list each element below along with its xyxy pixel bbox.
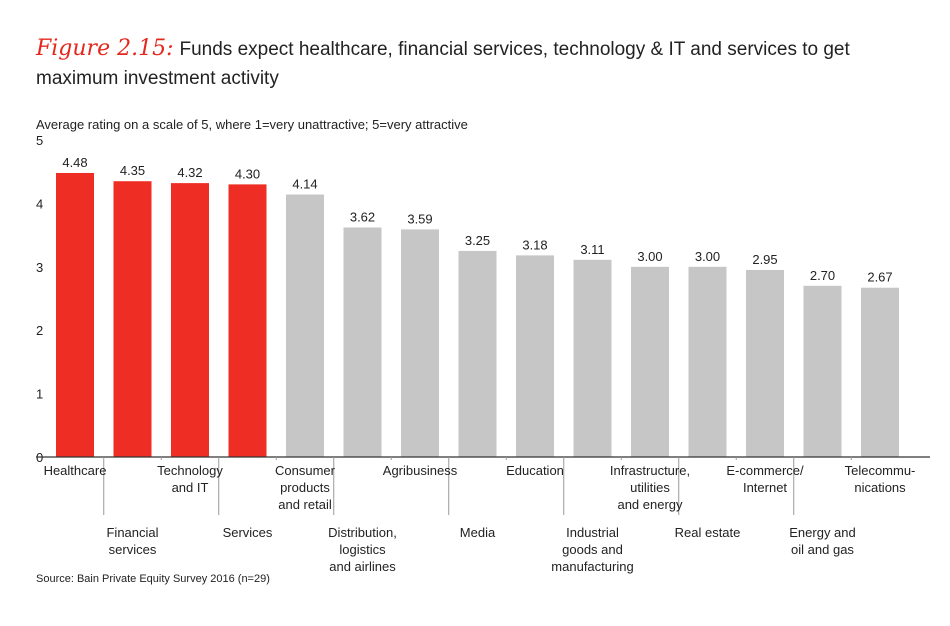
value-label-4: 4.14 <box>292 177 317 192</box>
bar-9 <box>573 259 612 457</box>
y-tick-label-1: 1 <box>36 387 43 402</box>
category-label-7-line-0: Media <box>460 525 496 540</box>
category-label-5-line-0: Distribution, <box>328 525 397 540</box>
category-label-0-line-0: Healthcare <box>44 463 107 478</box>
value-label-12: 2.95 <box>752 252 777 267</box>
bar-13 <box>803 285 842 457</box>
value-label-1: 4.35 <box>120 163 145 178</box>
category-label-12: E-commerce/Internet <box>726 463 804 495</box>
category-label-6-line-0: Agribusiness <box>383 463 458 478</box>
bar-11 <box>688 266 727 457</box>
value-label-7: 3.25 <box>465 233 490 248</box>
category-label-10-line-2: and energy <box>617 497 683 512</box>
value-label-11: 3.00 <box>695 249 720 264</box>
value-label-5: 3.62 <box>350 209 375 224</box>
category-label-10-line-0: Infrastructure, <box>610 463 690 478</box>
category-label-6: Agribusiness <box>383 463 458 478</box>
bar-8 <box>516 255 554 457</box>
category-label-14: Telecommu-nications <box>845 463 916 495</box>
value-label-14: 2.67 <box>867 270 892 285</box>
category-label-1-line-1: services <box>109 542 157 557</box>
category-label-4-line-0: Consumer <box>275 463 336 478</box>
category-label-13: Energy and oil and gas <box>789 525 856 557</box>
category-label-11-line-0: Real estate <box>675 525 741 540</box>
category-label-4: Consumer products and retail <box>275 463 336 512</box>
bar-14 <box>861 287 899 457</box>
category-label-5-line-1: logistics <box>339 542 386 557</box>
category-label-4-line-1: products <box>280 480 330 495</box>
category-label-5-line-2: and airlines <box>329 559 396 574</box>
y-tick-label-2: 2 <box>36 323 43 338</box>
value-label-8: 3.18 <box>522 237 547 252</box>
category-label-14-line-1: nications <box>854 480 906 495</box>
category-label-12-line-0: E-commerce/ <box>726 463 804 478</box>
category-label-14-line-0: Telecommu- <box>845 463 916 478</box>
category-label-3-line-0: Services <box>223 525 273 540</box>
value-label-13: 2.70 <box>810 268 835 283</box>
value-label-9: 3.11 <box>580 242 604 257</box>
category-label-9-line-1: goods and <box>562 542 623 557</box>
value-label-0: 4.48 <box>62 155 87 170</box>
category-label-3: Services <box>223 525 273 540</box>
bar-4 <box>286 194 324 458</box>
category-label-9: Industrial goods and manufacturing <box>551 525 633 574</box>
category-label-13-line-0: Energy and <box>789 525 856 540</box>
category-label-8: Education <box>506 463 564 478</box>
category-label-2: Technology and IT <box>157 463 223 495</box>
bar-10 <box>631 266 669 457</box>
bar-2 <box>171 183 209 457</box>
category-label-10: Infrastructure, utilities and energy <box>610 463 690 512</box>
value-label-3: 4.30 <box>235 166 260 181</box>
category-label-9-line-2: manufacturing <box>551 559 633 574</box>
category-label-7: Media <box>460 525 496 540</box>
category-label-1: Financial services <box>106 525 158 557</box>
bar-6 <box>401 229 439 457</box>
value-label-2: 4.32 <box>177 165 202 180</box>
category-label-4-line-2: and retail <box>278 497 332 512</box>
value-label-6: 3.59 <box>407 211 432 226</box>
category-label-11: Real estate <box>675 525 741 540</box>
bar-12 <box>746 269 784 457</box>
bar-1 <box>113 181 152 457</box>
value-label-10: 3.00 <box>637 249 662 264</box>
category-label-0: Healthcare <box>44 463 107 478</box>
figure-label: Figure 2.15: <box>36 36 174 61</box>
y-tick-label-4: 4 <box>36 196 43 211</box>
category-label-1-line-0: Financial <box>106 525 158 540</box>
bar-5 <box>343 227 382 457</box>
category-label-12-line-1: Internet <box>743 480 787 495</box>
y-tick-label-3: 3 <box>36 260 43 275</box>
figure-title-text: Funds expect healthcare, financial servi… <box>36 39 850 89</box>
category-label-9-line-0: Industrial <box>566 525 619 540</box>
y-tick-label-5: 5 <box>36 133 43 148</box>
category-label-2-line-1: and IT <box>172 480 209 495</box>
category-label-2-line-0: Technology <box>157 463 223 478</box>
category-label-13-line-1: oil and gas <box>791 542 854 557</box>
source-note: Source: Bain Private Equity Survey 2016 … <box>36 573 270 585</box>
chart-title: Figure 2.15: Funds expect healthcare, fin… <box>36 34 936 93</box>
bar-3 <box>228 184 267 457</box>
chart-subtitle: Average rating on a scale of 5, where 1=… <box>36 117 468 132</box>
bar-0 <box>56 172 94 457</box>
category-label-8-line-0: Education <box>506 463 564 478</box>
category-label-5: Distribution, logistics and airlines <box>328 525 397 574</box>
category-label-10-line-1: utilities <box>630 480 670 495</box>
bar-7 <box>458 250 497 457</box>
